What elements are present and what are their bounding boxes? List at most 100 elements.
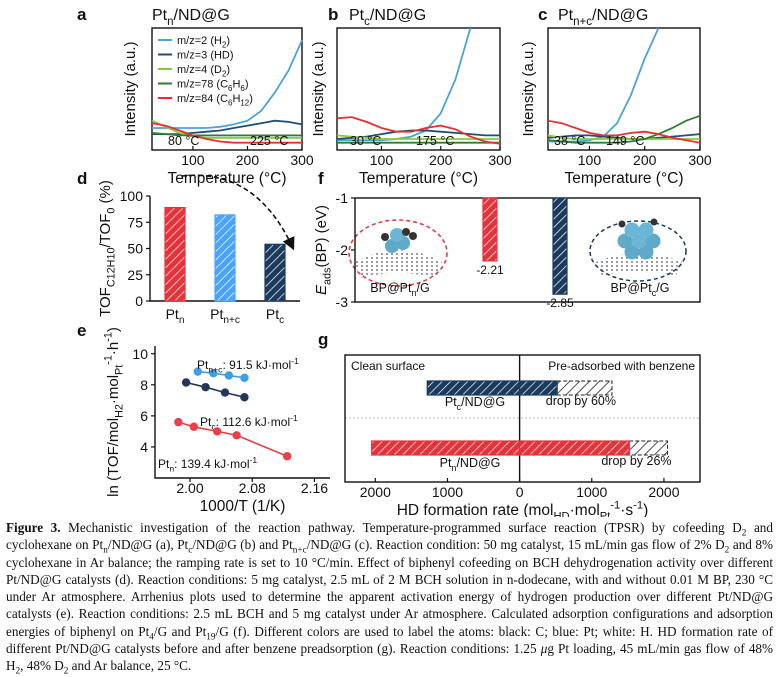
text-run: Pt bbox=[440, 456, 452, 470]
line-series bbox=[152, 39, 303, 129]
point bbox=[174, 417, 183, 427]
caption-text: g Pt loading, 45 mL/min gas flow of 48% … bbox=[6, 641, 773, 674]
structure-outline bbox=[589, 220, 687, 282]
y-axis-label: Intensity (a.u.) bbox=[122, 41, 139, 136]
category-label: Ptc/ND@G bbox=[445, 395, 505, 412]
point bbox=[213, 427, 222, 436]
x-axis-label: Temperature (°C) bbox=[167, 170, 286, 187]
text-run: Pt bbox=[266, 306, 279, 322]
point bbox=[232, 431, 241, 440]
text-sub: c bbox=[211, 422, 216, 432]
annotation: 149 °C bbox=[606, 134, 644, 148]
text-run: /ND@G bbox=[461, 395, 505, 409]
value-label: -2.21 bbox=[476, 263, 504, 277]
caption-sub: 2 bbox=[63, 666, 69, 677]
text-sub: 6 bbox=[240, 84, 245, 93]
y-tick-label: 4 bbox=[140, 439, 148, 455]
fit-line bbox=[185, 381, 245, 398]
plot-frame bbox=[336, 27, 501, 151]
caption-sub: c bbox=[188, 544, 193, 555]
point bbox=[283, 452, 292, 461]
structure-ptn bbox=[348, 219, 448, 287]
caption-sub: n bbox=[103, 544, 108, 555]
caption-bold: Figure 3. bbox=[6, 520, 61, 535]
y-tick-label: 75 bbox=[127, 214, 143, 230]
text-sup: -1 bbox=[250, 455, 258, 465]
y-tick-label: -1 bbox=[336, 190, 349, 206]
text-run: Pt bbox=[197, 358, 209, 372]
trend-arrow bbox=[181, 174, 295, 251]
text-sub: n bbox=[167, 16, 173, 28]
text-sub: n+c bbox=[223, 315, 240, 326]
fit-line bbox=[197, 370, 245, 379]
panel-title: Ptn/ND@G bbox=[152, 7, 230, 28]
c-atom bbox=[618, 220, 626, 228]
point bbox=[189, 422, 199, 431]
text-sup: -1 bbox=[610, 499, 620, 511]
text-run: BP@Pt bbox=[370, 281, 412, 295]
annotation: BP@Ptn/G bbox=[370, 281, 429, 298]
text-run: HD formation rate (mol bbox=[397, 502, 554, 517]
text-sub: ads bbox=[322, 267, 334, 285]
point bbox=[209, 368, 218, 378]
caption-sub: 19 bbox=[206, 631, 216, 642]
x-tick-label: 2.00 bbox=[176, 480, 203, 496]
legend-label: m/z=2 (H2) bbox=[177, 35, 230, 49]
text-run: TOF bbox=[97, 287, 114, 317]
annotation: 38 °C bbox=[554, 134, 585, 148]
text-run: /TOF bbox=[97, 214, 114, 248]
point bbox=[224, 371, 234, 380]
text-run: /ND@G bbox=[456, 456, 500, 470]
text-sub: HD bbox=[554, 511, 570, 517]
c-atom bbox=[650, 218, 658, 226]
panel-label: f bbox=[318, 169, 324, 188]
caption-text: /G and Pt bbox=[153, 623, 207, 639]
legend-label: m/z=3 (HD) bbox=[177, 50, 234, 62]
plot-frame bbox=[344, 354, 701, 483]
text-run: ) bbox=[105, 327, 122, 332]
plot-frame bbox=[547, 27, 701, 151]
c-atom bbox=[402, 228, 410, 236]
text-sup: -1 bbox=[290, 413, 298, 423]
x-tick-label: 100 bbox=[370, 152, 394, 168]
x-tick-label: 200 bbox=[429, 152, 453, 168]
text-run: Pt bbox=[166, 306, 179, 322]
caption-sub: 2 bbox=[724, 544, 730, 555]
caption-text: /G (f). Different colors are used to lab… bbox=[6, 623, 774, 657]
text-sup: -1 bbox=[103, 332, 115, 342]
line-series bbox=[547, 119, 701, 144]
panel-label: d bbox=[77, 169, 87, 188]
annotation: 175 °C bbox=[416, 134, 454, 148]
line-series bbox=[336, 116, 501, 145]
line-series bbox=[151, 119, 302, 139]
annotation: 225 °C bbox=[250, 134, 288, 148]
y-tick-label: 0 bbox=[135, 293, 143, 309]
caption-text: , 48% D bbox=[20, 658, 64, 674]
ghost-bar bbox=[556, 380, 613, 396]
text-run: /ND@G bbox=[592, 7, 648, 24]
caption-text: Mechanistic investigation of the reactio… bbox=[60, 520, 742, 535]
x-tick-label: 300 bbox=[290, 152, 314, 168]
bar bbox=[552, 197, 568, 295]
text-sub: c bbox=[279, 315, 284, 326]
text-sub: Pt bbox=[114, 365, 126, 375]
annotation: 30 °C bbox=[350, 134, 381, 148]
bar bbox=[519, 380, 558, 396]
bar bbox=[214, 214, 236, 302]
series-label: Ptn+c: 91.5 kJ·mol-1 bbox=[197, 356, 299, 375]
c-atom bbox=[409, 232, 417, 240]
category-label: Ptn/ND@G bbox=[440, 456, 501, 473]
y-tick-label: 8 bbox=[140, 377, 148, 393]
caption-text: and Ar balance, 25 °C. bbox=[68, 658, 192, 674]
x-tick-label: 1000 bbox=[576, 484, 607, 500]
bar bbox=[482, 197, 498, 262]
x-axis-label: Temperature (°C) bbox=[359, 170, 478, 187]
text-sub: 6 bbox=[228, 84, 233, 93]
text-sub: c bbox=[457, 402, 462, 412]
y-axis-label: Intensity (a.u.) bbox=[310, 41, 327, 136]
series-label: Clean surface bbox=[351, 359, 425, 373]
text-run: Pt bbox=[158, 457, 170, 471]
point bbox=[201, 382, 210, 392]
ghost-bar bbox=[628, 440, 669, 456]
